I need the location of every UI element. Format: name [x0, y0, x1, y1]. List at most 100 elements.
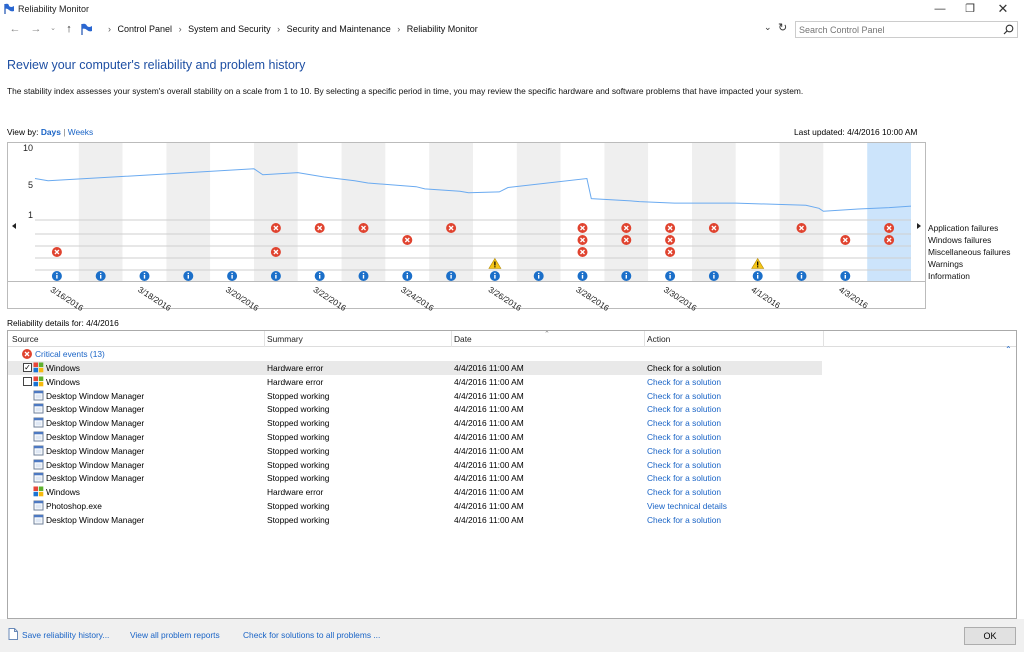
table-row[interactable]: Photoshop.exe Stopped working 4/4/2016 11:…	[8, 499, 822, 513]
collapse-group-icon[interactable]: ⌃	[1005, 345, 1012, 354]
error-icon[interactable]	[270, 223, 281, 233]
row-action-link[interactable]: Check for a solution	[647, 445, 722, 456]
information-icon[interactable]	[270, 271, 281, 281]
search-input[interactable]	[799, 23, 994, 36]
row-action-link[interactable]: Check for a solution	[647, 376, 722, 387]
view-weeks-link[interactable]: Weeks	[67, 127, 94, 137]
day-column[interactable]	[122, 143, 167, 281]
column-header-summary[interactable]: Summary	[267, 334, 303, 344]
error-icon[interactable]	[796, 223, 807, 233]
error-icon[interactable]	[884, 223, 895, 233]
day-column[interactable]	[779, 143, 824, 281]
forward-arrow-icon[interactable]: →	[30, 23, 42, 35]
ok-button[interactable]: OK	[964, 627, 1016, 645]
information-icon[interactable]	[227, 271, 238, 281]
address-box[interactable]	[84, 21, 792, 38]
information-icon[interactable]	[314, 271, 325, 281]
up-arrow-icon[interactable]: ↑	[66, 23, 72, 35]
row-action-link[interactable]: Check for a solution	[647, 432, 722, 442]
row-checkbox[interactable]	[23, 376, 32, 386]
column-header-action[interactable]: Action	[647, 334, 671, 344]
information-icon[interactable]	[796, 271, 807, 281]
error-icon[interactable]	[884, 235, 895, 245]
table-row[interactable]: Desktop Window Manager Stopped working 4/4…	[8, 389, 822, 403]
information-icon[interactable]	[665, 271, 676, 281]
day-column[interactable]	[297, 143, 342, 281]
day-column[interactable]	[210, 143, 254, 281]
error-icon[interactable]	[708, 223, 719, 233]
day-column[interactable]	[516, 143, 561, 281]
error-icon[interactable]	[577, 235, 588, 245]
day-column[interactable]	[254, 143, 298, 281]
day-column[interactable]	[560, 143, 605, 281]
error-icon[interactable]	[665, 235, 676, 245]
address-dropdown-icon[interactable]: ⌄	[764, 22, 772, 32]
row-action-link[interactable]: View technical details	[647, 501, 727, 511]
information-icon[interactable]	[95, 271, 106, 281]
breadcrumb-security-and-maintenance[interactable]: Security and Maintenance	[286, 24, 391, 34]
check-all-solutions-link[interactable]: Check for solutions to all problems ...	[243, 630, 381, 640]
error-icon[interactable]	[665, 247, 676, 257]
warning-icon[interactable]	[751, 257, 765, 269]
day-column[interactable]	[341, 143, 386, 281]
information-icon[interactable]	[51, 271, 62, 281]
column-header-date[interactable]: Date	[454, 334, 472, 344]
information-icon[interactable]	[402, 271, 413, 281]
table-row[interactable]: Desktop Window Manager Stopped working 4/4…	[8, 513, 822, 527]
maximize-button[interactable]: ❐	[965, 3, 975, 15]
row-action-link[interactable]: Check for a solution	[647, 404, 722, 415]
row-action-link[interactable]: Check for a solution	[647, 390, 722, 401]
error-icon[interactable]	[621, 223, 632, 233]
back-arrow-icon[interactable]: ←	[9, 23, 21, 35]
error-icon[interactable]	[51, 247, 62, 257]
column-header-source[interactable]: Source	[12, 334, 39, 344]
day-column[interactable]	[648, 143, 692, 281]
day-column[interactable]	[604, 143, 649, 281]
table-row[interactable]: Windows Hardware error 4/4/2016 11:00 AM Ch…	[8, 375, 822, 389]
table-row[interactable]: Desktop Window Manager Stopped working 4/4…	[8, 471, 822, 485]
breadcrumb-system-and-security[interactable]: System and Security	[188, 24, 271, 34]
information-icon[interactable]	[752, 271, 763, 281]
row-checkbox[interactable]: ✓	[23, 363, 32, 372]
information-icon[interactable]	[621, 271, 632, 281]
row-action-link[interactable]: Check for a solution	[647, 418, 722, 429]
breadcrumb-control-panel[interactable]: Control Panel	[117, 24, 173, 34]
row-action-link[interactable]: Check for a solution	[647, 459, 722, 470]
table-row[interactable]: Desktop Window Manager Stopped working 4/4…	[8, 416, 822, 430]
error-icon[interactable]	[446, 223, 457, 233]
information-icon[interactable]	[708, 271, 719, 281]
error-icon[interactable]	[402, 235, 413, 245]
error-icon[interactable]	[358, 223, 369, 233]
recent-chevron-icon[interactable]: ⌄	[50, 25, 56, 32]
error-icon[interactable]	[665, 223, 676, 233]
information-icon[interactable]	[183, 271, 194, 281]
search-box[interactable]	[795, 21, 1018, 38]
column-separator[interactable]	[264, 331, 265, 347]
scroll-right-icon[interactable]	[917, 223, 921, 229]
day-column[interactable]	[35, 143, 79, 281]
table-row[interactable]: ✓ Windows Hardware error 4/4/2016 11:00 AM C…	[8, 361, 822, 375]
information-icon[interactable]	[489, 271, 500, 281]
day-column[interactable]	[692, 143, 736, 281]
view-days-link[interactable]: Days	[40, 127, 61, 137]
search-icon[interactable]	[1003, 24, 1014, 35]
view-all-problem-reports-link[interactable]: View all problem reports	[130, 630, 220, 640]
day-column[interactable]	[429, 143, 473, 281]
information-icon[interactable]	[446, 271, 457, 281]
error-icon[interactable]	[270, 247, 281, 257]
row-action-link[interactable]: Check for a solution	[647, 473, 722, 484]
information-icon[interactable]	[577, 271, 588, 281]
table-row[interactable]: Windows Hardware error 4/4/2016 11:00 AM Ch…	[8, 485, 822, 499]
table-row[interactable]: Desktop Window Manager Stopped working 4/4…	[8, 458, 822, 472]
error-icon[interactable]	[577, 247, 588, 257]
day-column[interactable]	[385, 143, 430, 281]
day-column[interactable]	[78, 143, 123, 281]
day-column[interactable]	[166, 143, 211, 281]
information-icon[interactable]	[358, 271, 369, 281]
scroll-left-icon[interactable]	[12, 223, 16, 229]
row-action-link[interactable]: Check for a solution	[647, 514, 722, 525]
error-icon[interactable]	[840, 235, 851, 245]
information-icon[interactable]	[533, 271, 544, 281]
warning-icon[interactable]	[488, 257, 502, 269]
